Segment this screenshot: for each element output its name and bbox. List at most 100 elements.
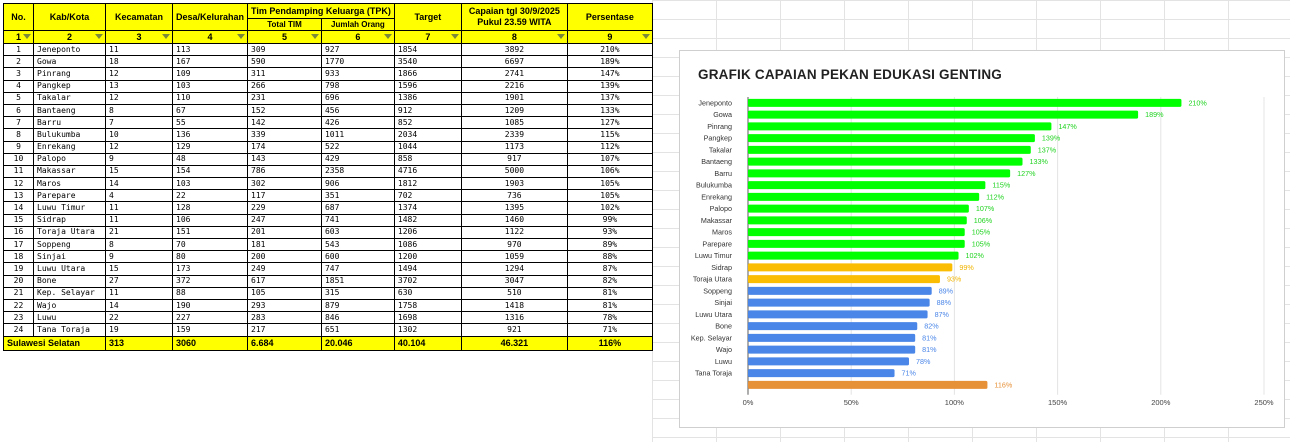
- cell-kab-kota[interactable]: Luwu Timur: [33, 201, 106, 215]
- column-index-cell[interactable]: 4: [171, 30, 249, 44]
- filter-dropdown-icon[interactable]: [383, 34, 392, 39]
- cell-total-tim[interactable]: 311: [247, 67, 322, 81]
- cell-desa[interactable]: 113: [171, 42, 249, 57]
- cell-no[interactable]: 17: [3, 237, 34, 252]
- cell-target[interactable]: 3540: [393, 55, 462, 69]
- cell-desa[interactable]: 136: [171, 128, 249, 142]
- bar[interactable]: [748, 322, 918, 331]
- cell-target[interactable]: 2034: [393, 128, 462, 142]
- bar[interactable]: [748, 134, 1035, 143]
- cell-no[interactable]: 9: [3, 140, 34, 154]
- cell-persentase[interactable]: 89%: [566, 237, 653, 252]
- column-index-cell[interactable]: 6: [320, 30, 395, 44]
- cell-jumlah-orang[interactable]: 747: [320, 262, 395, 276]
- filter-dropdown-icon[interactable]: [641, 34, 650, 39]
- cell-kab-kota[interactable]: Tana Toraja: [33, 323, 106, 337]
- cell-kab-kota[interactable]: Gowa: [33, 55, 106, 69]
- cell-kab-kota[interactable]: Enrekang: [33, 140, 106, 154]
- cell-desa[interactable]: 129: [171, 140, 249, 154]
- cell-total-tim[interactable]: 152: [247, 103, 322, 118]
- cell-persentase[interactable]: 189%: [566, 55, 653, 69]
- bar[interactable]: [748, 98, 1182, 107]
- cell-persentase[interactable]: 82%: [566, 274, 653, 288]
- cell-kecamatan[interactable]: 11: [105, 213, 173, 227]
- cell-kab-kota[interactable]: Maros: [33, 177, 106, 191]
- cell-capaian[interactable]: 1460: [460, 213, 568, 227]
- cell-target[interactable]: 1812: [393, 177, 462, 191]
- cell-jumlah-orang[interactable]: 1851: [320, 274, 395, 288]
- cell-jumlah-orang[interactable]: 741: [320, 213, 395, 227]
- cell-total-tim[interactable]: 231: [247, 91, 322, 105]
- column-index-cell[interactable]: 8: [460, 30, 568, 44]
- cell-jumlah-orang[interactable]: 522: [320, 140, 395, 154]
- cell-no[interactable]: 23: [3, 311, 34, 325]
- column-index-cell[interactable]: 1: [3, 30, 34, 44]
- cell-total-tim[interactable]: 142: [247, 116, 322, 130]
- cell-desa[interactable]: 55: [171, 116, 249, 130]
- bar[interactable]: [748, 380, 988, 389]
- cell-no[interactable]: 12: [3, 177, 34, 191]
- cell-desa[interactable]: 106: [171, 213, 249, 227]
- cell-jumlah-orang[interactable]: 927: [320, 42, 395, 57]
- cell-no[interactable]: 24: [3, 323, 34, 337]
- cell-capaian[interactable]: 3047: [460, 274, 568, 288]
- cell-kecamatan[interactable]: 22: [105, 311, 173, 325]
- cell-capaian[interactable]: 1901: [460, 91, 568, 105]
- cell-desa[interactable]: 103: [171, 177, 249, 191]
- cell-no[interactable]: 10: [3, 152, 34, 166]
- cell-jumlah-orang[interactable]: 2358: [320, 164, 395, 179]
- bar[interactable]: [748, 157, 1023, 166]
- cell-capaian[interactable]: 2216: [460, 79, 568, 93]
- cell-capaian[interactable]: 1294: [460, 262, 568, 276]
- cell-persentase[interactable]: 107%: [566, 152, 653, 166]
- bar[interactable]: [748, 263, 953, 272]
- cell-capaian[interactable]: 5000: [460, 164, 568, 179]
- cell-desa[interactable]: 227: [171, 311, 249, 325]
- cell-capaian[interactable]: 1173: [460, 140, 568, 154]
- cell-no[interactable]: 22: [3, 298, 34, 313]
- cell-kab-kota[interactable]: Luwu Utara: [33, 262, 106, 276]
- cell-kecamatan[interactable]: 4: [105, 189, 173, 203]
- bar[interactable]: [748, 145, 1031, 154]
- cell-persentase[interactable]: 210%: [566, 42, 653, 57]
- cell-capaian[interactable]: 970: [460, 237, 568, 252]
- cell-jumlah-orang[interactable]: 651: [320, 323, 395, 337]
- cell-total-tim[interactable]: 143: [247, 152, 322, 166]
- bar[interactable]: [748, 369, 895, 378]
- bar[interactable]: [748, 122, 1052, 131]
- cell-capaian[interactable]: 736: [460, 189, 568, 203]
- cell-jumlah-orang[interactable]: 687: [320, 201, 395, 215]
- cell-no[interactable]: 7: [3, 116, 34, 130]
- cell-total-tim[interactable]: 201: [247, 225, 322, 240]
- cell-kecamatan[interactable]: 15: [105, 164, 173, 179]
- cell-no[interactable]: 18: [3, 250, 34, 264]
- filter-dropdown-icon[interactable]: [23, 34, 31, 39]
- cell-persentase[interactable]: 133%: [566, 103, 653, 118]
- cell-capaian[interactable]: 1395: [460, 201, 568, 215]
- cell-capaian[interactable]: 2741: [460, 67, 568, 81]
- cell-no[interactable]: 8: [3, 128, 34, 142]
- cell-target[interactable]: 1206: [393, 225, 462, 240]
- cell-persentase[interactable]: 102%: [566, 201, 653, 215]
- cell-kecamatan[interactable]: 14: [105, 298, 173, 313]
- cell-kab-kota[interactable]: Sinjai: [33, 250, 106, 264]
- cell-total-tim[interactable]: 174: [247, 140, 322, 154]
- bar[interactable]: [748, 204, 969, 213]
- filter-dropdown-icon[interactable]: [162, 34, 170, 39]
- cell-jumlah-orang[interactable]: 603: [320, 225, 395, 240]
- cell-desa[interactable]: 22: [171, 189, 249, 203]
- bar[interactable]: [748, 192, 980, 201]
- cell-kecamatan[interactable]: 18: [105, 55, 173, 69]
- cell-capaian[interactable]: 510: [460, 286, 568, 300]
- cell-target[interactable]: 852: [393, 116, 462, 130]
- cell-desa[interactable]: 110: [171, 91, 249, 105]
- cell-capaian[interactable]: 917: [460, 152, 568, 166]
- cell-kecamatan[interactable]: 27: [105, 274, 173, 288]
- cell-no[interactable]: 2: [3, 55, 34, 69]
- column-index-cell[interactable]: 2: [33, 30, 106, 44]
- cell-no[interactable]: 15: [3, 213, 34, 227]
- cell-target[interactable]: 1494: [393, 262, 462, 276]
- bar[interactable]: [748, 169, 1011, 178]
- cell-kecamatan[interactable]: 9: [105, 152, 173, 166]
- cell-kab-kota[interactable]: Luwu: [33, 311, 106, 325]
